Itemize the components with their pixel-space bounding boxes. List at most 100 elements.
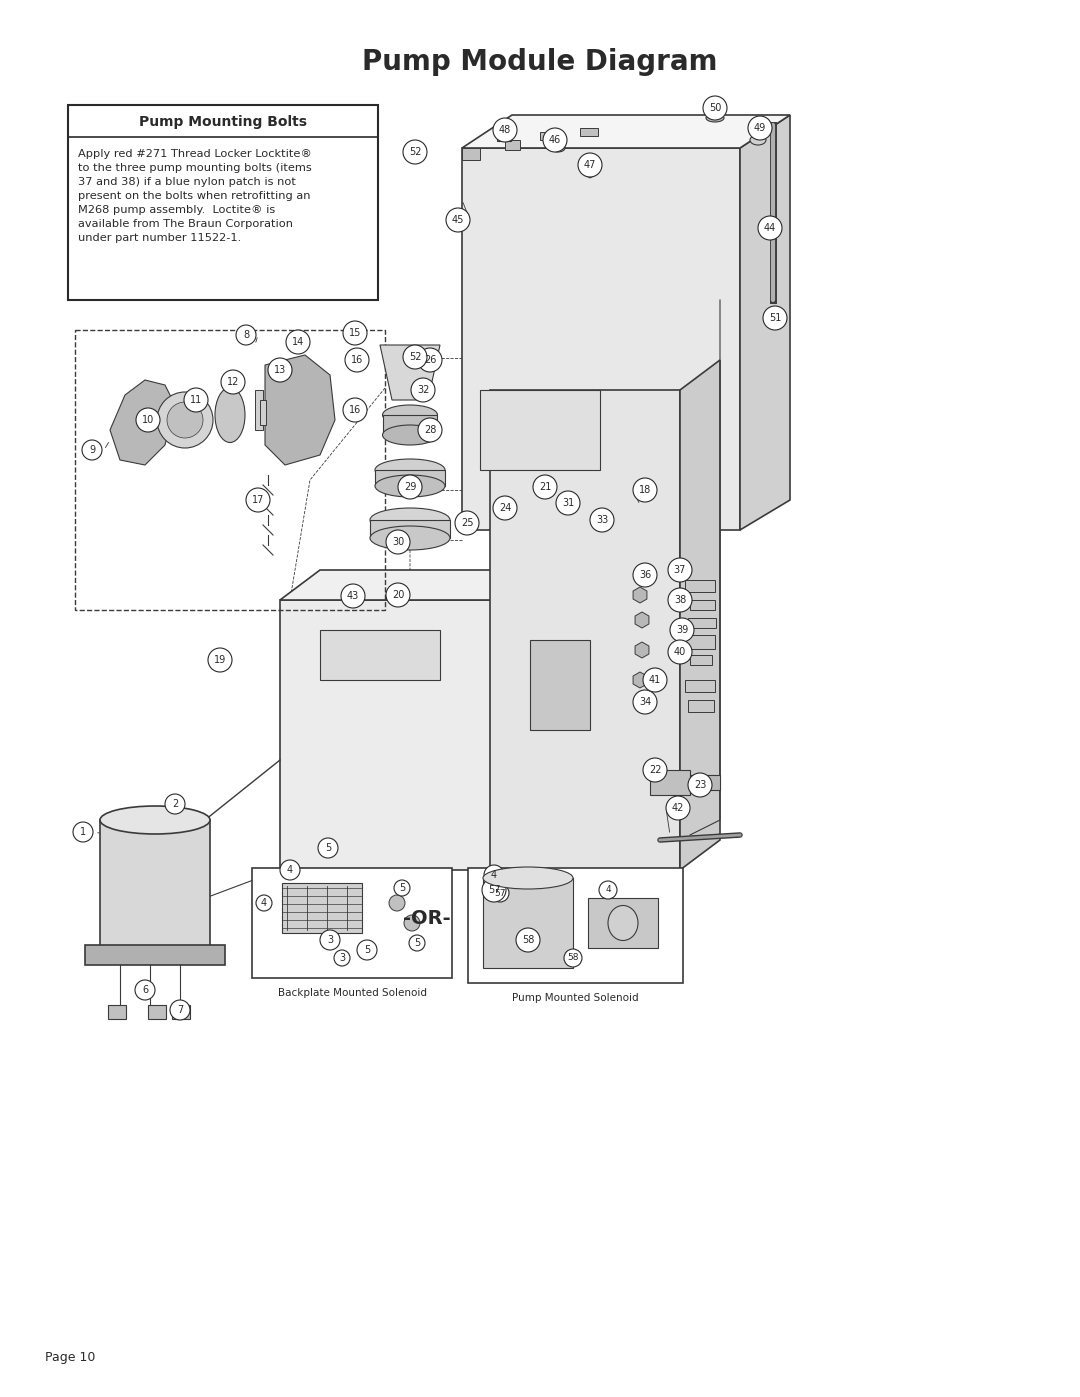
Circle shape [418, 348, 442, 372]
Circle shape [484, 865, 504, 886]
Text: 22: 22 [649, 766, 661, 775]
Circle shape [343, 321, 367, 345]
Ellipse shape [483, 868, 573, 888]
Circle shape [268, 358, 292, 381]
Circle shape [389, 895, 405, 911]
Text: 4: 4 [261, 898, 267, 908]
Text: Pump Mounting Bolts: Pump Mounting Bolts [139, 115, 307, 129]
Polygon shape [635, 643, 649, 658]
Text: 5: 5 [364, 944, 370, 956]
Circle shape [286, 330, 310, 353]
Text: 28: 28 [423, 425, 436, 434]
Circle shape [482, 877, 507, 902]
Bar [685, 580, 715, 592]
Text: 10: 10 [141, 415, 154, 425]
Circle shape [237, 326, 256, 345]
Polygon shape [740, 115, 789, 529]
Text: 15: 15 [349, 328, 361, 338]
Bar [85, 944, 225, 965]
Text: 45: 45 [451, 215, 464, 225]
Bar [375, 469, 445, 486]
Circle shape [762, 306, 787, 330]
Circle shape [758, 217, 782, 240]
Polygon shape [280, 599, 620, 870]
Circle shape [343, 398, 367, 422]
Circle shape [670, 617, 694, 643]
Circle shape [280, 861, 300, 880]
Text: 57: 57 [495, 888, 505, 897]
Bar [383, 415, 437, 434]
Text: 20: 20 [392, 590, 404, 599]
Polygon shape [462, 148, 740, 529]
Text: 4: 4 [605, 886, 611, 894]
Bar [255, 390, 264, 430]
Circle shape [409, 935, 426, 951]
Bar [282, 883, 362, 933]
Text: 49: 49 [754, 123, 766, 133]
Text: 58: 58 [522, 935, 535, 944]
Polygon shape [380, 345, 440, 400]
Bar [148, 1004, 166, 1018]
Bar [483, 877, 573, 968]
Text: 34: 34 [639, 697, 651, 707]
Circle shape [208, 648, 232, 672]
Text: Backplate Mounted Solenoid: Backplate Mounted Solenoid [278, 988, 427, 997]
Bar [688, 617, 716, 629]
Text: 38: 38 [674, 595, 686, 605]
Text: 2: 2 [172, 799, 178, 809]
Text: 16: 16 [351, 355, 363, 365]
Text: 42: 42 [672, 803, 685, 813]
Bar [370, 520, 450, 538]
Circle shape [256, 895, 272, 911]
Circle shape [411, 379, 435, 402]
Ellipse shape [370, 509, 450, 532]
Text: Apply red #271 Thread Locker Locktite®
to the three pump mounting bolts (items
3: Apply red #271 Thread Locker Locktite® t… [78, 149, 312, 243]
Circle shape [669, 640, 692, 664]
Bar [172, 1004, 190, 1018]
Text: 43: 43 [347, 591, 360, 601]
Text: 19: 19 [214, 655, 226, 665]
Circle shape [170, 1000, 190, 1020]
Circle shape [669, 588, 692, 612]
Text: 21: 21 [539, 482, 551, 492]
Text: 50: 50 [708, 103, 721, 113]
Circle shape [157, 393, 213, 448]
Text: 31: 31 [562, 497, 575, 509]
Circle shape [564, 949, 582, 967]
Text: Pump Mounted Solenoid: Pump Mounted Solenoid [512, 993, 638, 1003]
Polygon shape [110, 380, 175, 465]
Bar [75, 330, 384, 610]
Text: 13: 13 [274, 365, 286, 374]
Circle shape [578, 154, 602, 177]
Text: 8: 8 [243, 330, 249, 339]
Circle shape [556, 490, 580, 515]
Circle shape [643, 668, 667, 692]
Circle shape [82, 440, 102, 460]
Ellipse shape [750, 136, 766, 145]
Text: 23: 23 [693, 780, 706, 789]
Bar [540, 131, 561, 140]
Circle shape [666, 796, 690, 820]
Polygon shape [635, 612, 649, 629]
Circle shape [446, 208, 470, 232]
Text: 57: 57 [488, 886, 500, 895]
Ellipse shape [551, 144, 565, 152]
Polygon shape [490, 390, 680, 870]
Text: 30: 30 [392, 536, 404, 548]
Text: 52: 52 [408, 352, 421, 362]
Text: 5: 5 [325, 842, 332, 854]
Circle shape [394, 880, 410, 895]
Circle shape [703, 96, 727, 120]
Text: 12: 12 [227, 377, 239, 387]
Circle shape [633, 690, 657, 714]
Ellipse shape [100, 806, 210, 834]
Bar [690, 655, 712, 665]
Circle shape [455, 511, 480, 535]
Circle shape [345, 348, 369, 372]
Text: 24: 24 [499, 503, 511, 513]
Bar [108, 1004, 126, 1018]
Circle shape [516, 928, 540, 951]
Text: 6: 6 [141, 985, 148, 995]
Bar [650, 770, 690, 795]
Text: 32: 32 [417, 386, 429, 395]
